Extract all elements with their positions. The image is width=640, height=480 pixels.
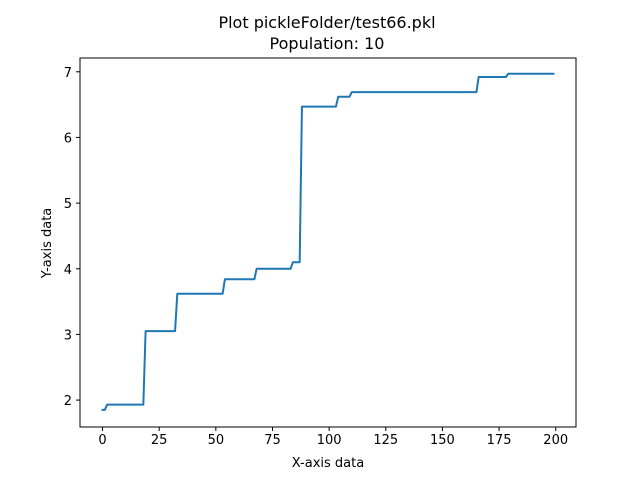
x-tick-label: 150 bbox=[430, 433, 455, 448]
x-tick-label: 175 bbox=[487, 433, 512, 448]
y-tick-label: 4 bbox=[64, 263, 72, 278]
x-tick-label: 200 bbox=[543, 433, 568, 448]
x-tick-label: 75 bbox=[264, 433, 281, 448]
x-tick-label: 25 bbox=[151, 433, 168, 448]
y-tick-label: 7 bbox=[64, 66, 72, 81]
x-tick-label: 0 bbox=[98, 433, 106, 448]
x-tick-label: 100 bbox=[317, 433, 342, 448]
x-axis-label: X-axis data bbox=[292, 456, 364, 471]
x-tick-label: 125 bbox=[373, 433, 398, 448]
chart-title: Plot pickleFolder/test66.pkl bbox=[218, 13, 435, 32]
x-tick-label: 50 bbox=[208, 433, 225, 448]
y-tick-label: 3 bbox=[64, 328, 72, 343]
series-line-0 bbox=[101, 72, 555, 411]
y-tick-label: 6 bbox=[64, 131, 72, 146]
axes-frame bbox=[79, 57, 577, 428]
plot-area: 0 25 50 75 100 125 150 175 200 2 3 4 5 6 7 bbox=[64, 57, 577, 448]
chart-subtitle: Population: 10 bbox=[270, 34, 385, 53]
y-tick-label: 5 bbox=[64, 197, 72, 212]
y-axis-label: Y-axis data bbox=[40, 208, 55, 280]
y-tick-label: 2 bbox=[64, 394, 72, 409]
